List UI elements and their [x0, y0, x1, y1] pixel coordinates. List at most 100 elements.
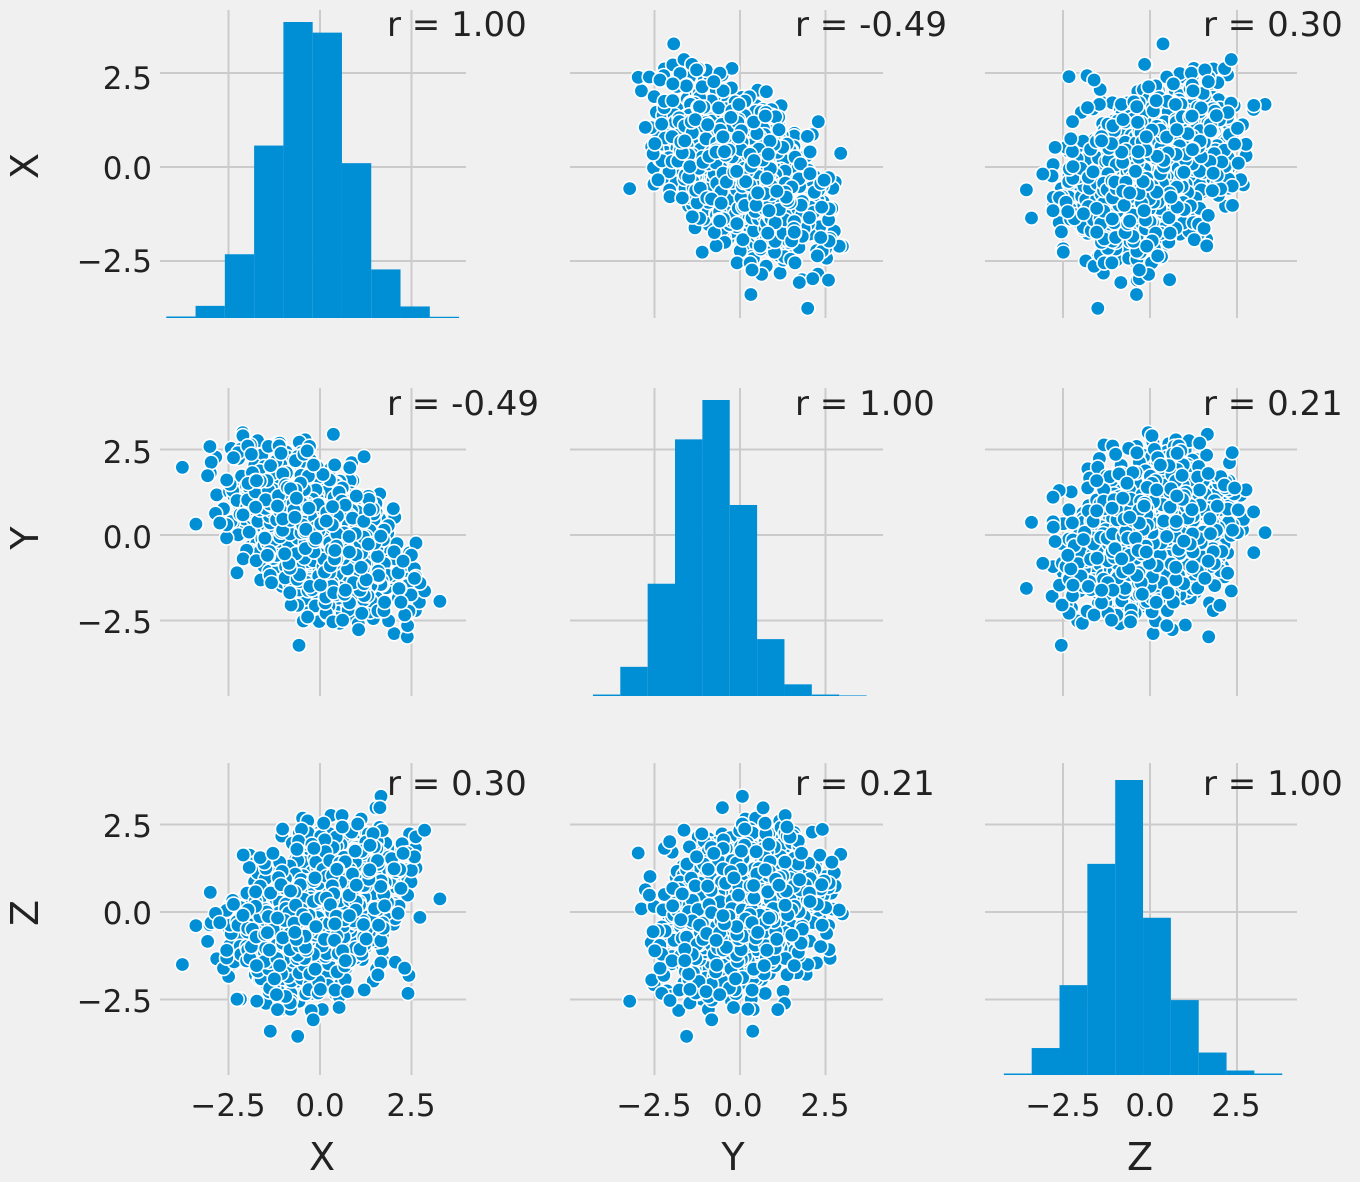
scatter-point: [711, 213, 728, 230]
panel-x-x: [160, 10, 466, 318]
histogram-bar: [371, 269, 401, 318]
histogram-bar: [224, 254, 255, 318]
scatter-point: [201, 438, 218, 455]
scatter-point: [681, 158, 698, 175]
scatter-point: [431, 593, 448, 610]
scatter-point: [1079, 99, 1096, 116]
scatter-point: [665, 35, 682, 52]
scatter-point: [1129, 114, 1146, 131]
scatter-point: [1208, 107, 1225, 124]
scatter-point: [812, 229, 829, 246]
scatter-point: [810, 113, 827, 130]
scatter-point: [1062, 130, 1079, 147]
scatter-point: [799, 300, 816, 317]
scatter-point: [229, 564, 246, 581]
scatter-point: [752, 238, 769, 255]
scatter-point: [1165, 75, 1182, 92]
scatter-point: [1196, 220, 1213, 237]
scatter-point: [1200, 73, 1217, 90]
scatter-point: [742, 286, 759, 303]
scatter-point: [1034, 166, 1051, 183]
scatter-point: [760, 146, 777, 163]
scatter-point: [653, 116, 670, 133]
scatter-point: [772, 265, 789, 282]
scatter-point: [1136, 202, 1153, 219]
scatter-point: [1230, 155, 1247, 172]
scatter-point: [758, 83, 775, 100]
row-label-x: X: [3, 153, 47, 179]
histogram-bar: [254, 145, 284, 318]
histogram-bar: [400, 306, 430, 318]
scatter-point: [749, 184, 766, 201]
scatter-point: [1088, 224, 1105, 241]
scatter-point: [1245, 97, 1262, 114]
scatter-point: [637, 119, 654, 136]
histogram-bar: [283, 22, 313, 318]
scatter-point: [1064, 113, 1081, 130]
scatter-point: [621, 180, 638, 197]
scatter-point: [768, 183, 785, 200]
scatter-point: [1085, 163, 1102, 180]
scatter-point: [1162, 189, 1179, 206]
scatter-point: [760, 202, 777, 219]
scatter-point: [1075, 205, 1092, 222]
scatter-point: [786, 254, 803, 271]
col-label-y: Y: [720, 1135, 745, 1179]
histogram-bar: [166, 316, 196, 318]
scatter-point: [1198, 237, 1215, 254]
scatter-point: [1226, 136, 1243, 153]
scatter-point: [1127, 163, 1144, 180]
scatter-point: [758, 170, 775, 187]
histogram-bar: [429, 316, 460, 318]
scatter-point: [1089, 300, 1106, 317]
scatter-point: [1138, 128, 1155, 145]
scatter-point: [684, 208, 701, 225]
scatter-point: [759, 225, 776, 242]
scatter-point: [757, 108, 774, 125]
col-label-z: Z: [1127, 1135, 1153, 1179]
scatter-point: [174, 459, 191, 476]
scatter-point: [187, 516, 204, 533]
scatter-point: [1093, 132, 1110, 149]
scatter-point: [1061, 68, 1078, 85]
scatter-point: [813, 199, 830, 216]
histogram-bar: [341, 163, 372, 318]
scatter-point: [1184, 108, 1201, 125]
scatter-point: [694, 244, 711, 261]
scatter-point: [1223, 51, 1240, 68]
scatter-point: [745, 152, 762, 169]
scatter-point: [1168, 121, 1185, 138]
scatter-point: [1045, 202, 1062, 219]
scatter-point: [820, 272, 837, 289]
scatter-point: [1155, 35, 1172, 52]
scatter-point: [786, 224, 803, 241]
scatter-point: [705, 73, 722, 90]
scatter-point: [688, 61, 705, 78]
scatter-point: [730, 96, 747, 113]
scatter-point: [802, 143, 819, 160]
scatter-point: [729, 254, 746, 271]
scatter-point: [1128, 98, 1145, 115]
scatter-point: [743, 261, 760, 278]
scatter-point: [1224, 197, 1241, 214]
scatter-point: [649, 171, 666, 188]
panels: [160, 10, 1297, 1075]
scatter-point: [801, 209, 818, 226]
scatter-point: [1088, 200, 1105, 217]
scatter-point: [676, 132, 693, 149]
scatter-point: [713, 195, 730, 212]
panel-x-y: [570, 10, 883, 318]
scatter-point: [1140, 78, 1157, 95]
scatter-point: [1103, 254, 1120, 271]
scatter-point: [1161, 271, 1178, 288]
scatter-point: [1053, 223, 1070, 240]
scatter-point: [1128, 286, 1145, 303]
scatter-point: [716, 143, 733, 160]
histogram-bar: [312, 32, 342, 318]
scatter-point: [1131, 261, 1148, 278]
scatter-point: [1115, 111, 1132, 128]
scatter-point: [791, 274, 808, 291]
scatter-point: [1055, 244, 1072, 261]
scatter-point: [1112, 274, 1129, 291]
